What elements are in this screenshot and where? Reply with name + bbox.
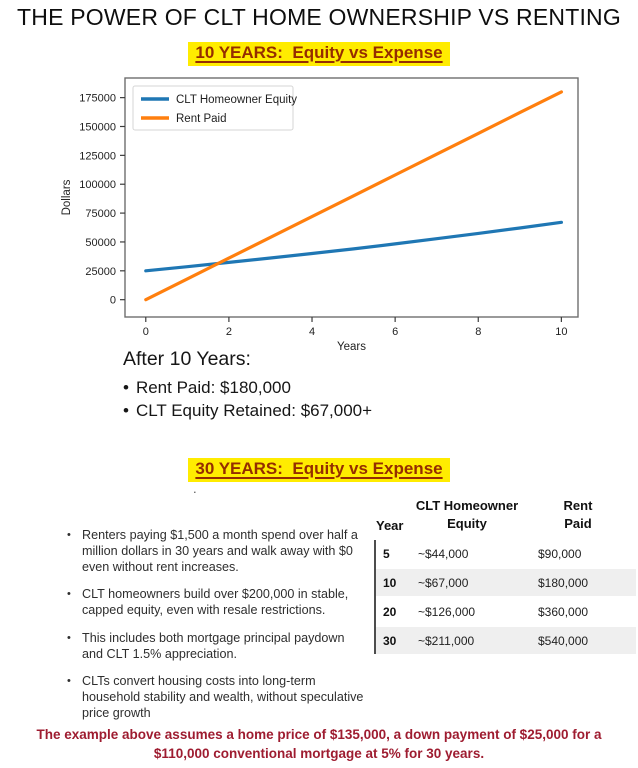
- table-row: 10 ~$67,000 $180,000: [376, 569, 636, 597]
- equity-rent-table: Year CLT Homeowner Equity Rent Paid 5 ~$4…: [374, 497, 636, 656]
- y-tick-label: 175000: [79, 93, 116, 105]
- thirty-year-bullet-item: • Renters paying $1,500 a month spend ove…: [67, 527, 367, 575]
- y-tick-label: 150000: [79, 121, 116, 133]
- table-cell-equity: ~$67,000: [418, 575, 469, 590]
- table-cell-year: 10: [383, 575, 397, 590]
- table-cell-rent: $90,000: [538, 546, 582, 561]
- table-header-equity-label: CLT Homeowner Equity: [415, 498, 519, 532]
- table-cell-rent: $180,000: [538, 575, 589, 590]
- line-chart-svg: 0 25000 50000 75000 100000 125000 150000 175000…: [61, 77, 579, 353]
- thirty-year-bullet-item: • CLTs convert housing costs into long-te…: [67, 673, 367, 721]
- thirty-year-bullet-text: CLT homeowners build over $200,000 in st…: [82, 587, 349, 618]
- x-tick-label: 8: [475, 326, 481, 338]
- table-row: 20 ~$126,000 $360,000: [376, 598, 636, 626]
- y-tick-label: 100000: [79, 179, 116, 191]
- thirty-year-bullet-item: • CLT homeowners build over $200,000 in s…: [67, 586, 367, 618]
- section-heading-30-years: 30 YEARS: Equity vs Expense: [188, 458, 450, 482]
- y-tick-label: 125000: [79, 150, 116, 162]
- x-tick-label: 2: [226, 326, 232, 338]
- table-cell-equity: ~$211,000: [418, 633, 475, 648]
- thirty-year-bullet-text: Renters paying $1,500 a month spend over…: [82, 528, 358, 575]
- thirty-year-bullet-list: • Renters paying $1,500 a month spend ove…: [67, 527, 367, 732]
- x-tick-label: 10: [555, 326, 567, 338]
- bullet-dot-icon: •: [67, 674, 71, 687]
- assumptions-footnote: The example above assumes a home price o…: [18, 726, 620, 764]
- thirty-year-bullet-text: This includes both mortgage principal pa…: [82, 630, 345, 661]
- table-header-year: Year: [376, 518, 404, 534]
- y-tick-label: 50000: [85, 237, 116, 249]
- after-10-bullet-text: Rent Paid: $180,000: [135, 378, 291, 397]
- x-tick-label: 4: [309, 326, 315, 338]
- table-cell-year: 20: [383, 604, 397, 619]
- bullet-dot-icon: •: [123, 378, 129, 397]
- table-cell-year: 30: [383, 633, 397, 648]
- section-heading-10-years: 10 YEARS: Equity vs Expense: [188, 42, 450, 66]
- thirty-year-bullet-text: CLTs convert housing costs into long-ter…: [82, 673, 364, 720]
- chart-legend-box: [132, 85, 294, 131]
- bullet-dot-icon: •: [123, 401, 129, 421]
- y-axis-label: Dollars: [61, 179, 73, 215]
- table-cell-equity: ~$44,000: [418, 546, 469, 561]
- x-tick-label: 6: [392, 326, 398, 338]
- after-10-bullet-item: • CLT Equity Retained: $67,000+: [123, 399, 372, 422]
- footnote-line-2: $110,000 conventional mortgage at 5% for…: [153, 745, 485, 761]
- table-row: 30 ~$211,000 $540,000: [376, 627, 636, 655]
- legend-label: Rent Paid: [176, 113, 227, 125]
- after-10-bullet-text: CLT Equity Retained: $67,000+: [135, 401, 373, 421]
- equity-vs-rent-chart: 0 25000 50000 75000 100000 125000 150000 175000…: [56, 74, 584, 361]
- table-cell-equity: ~$126,000: [418, 604, 476, 619]
- stray-period-mark: .: [193, 481, 197, 496]
- x-axis-label: Years: [337, 341, 366, 353]
- table-header-rent: Rent Paid: [520, 497, 636, 533]
- bullet-dot-icon: •: [67, 529, 71, 541]
- thirty-year-bullet-item: • This includes both mortgage principal p…: [67, 630, 367, 662]
- table-header-rent-label: Rent Paid: [563, 498, 593, 532]
- after-10-years-heading: After 10 Years:: [123, 348, 251, 370]
- table-cell-rent: $540,000: [538, 633, 589, 648]
- table-body: 5 ~$44,000 $90,000 10 ~$67,000 $180,000 20 ~$12…: [374, 540, 636, 655]
- table-row: 5 ~$44,000 $90,000: [376, 540, 636, 568]
- bullet-dot-icon: •: [67, 631, 71, 644]
- y-tick-label: 25000: [85, 266, 116, 278]
- after-10-bullets: • Rent Paid: $180,000 • CLT Equity Retained…: [123, 376, 372, 422]
- table-header-equity: CLT Homeowner Equity: [414, 497, 520, 533]
- plot-frame: [124, 77, 579, 318]
- bullet-dot-icon: •: [67, 588, 71, 601]
- y-tick-label: 75000: [85, 208, 116, 220]
- x-tick-label: 0: [143, 326, 149, 338]
- legend-label: CLT Homeowner Equity: [176, 94, 297, 106]
- page-title: THE POWER OF CLT HOME OWNERSHIP VS RENTI…: [17, 4, 621, 30]
- footnote-line-1: The example above assumes a home price o…: [36, 727, 602, 742]
- equity-line: [144, 220, 563, 273]
- table-cell-year: 5: [383, 546, 390, 561]
- after-10-bullet-item: • Rent Paid: $180,000: [123, 376, 372, 399]
- rent-line: [144, 90, 563, 302]
- after-10-years-summary: After 10 Years: • Rent Paid: $180,000 • CLT…: [123, 348, 372, 422]
- table-header-row: Year CLT Homeowner Equity Rent Paid: [374, 497, 636, 540]
- table-cell-rent: $360,000: [538, 604, 589, 619]
- y-tick-label: 0: [110, 295, 116, 307]
